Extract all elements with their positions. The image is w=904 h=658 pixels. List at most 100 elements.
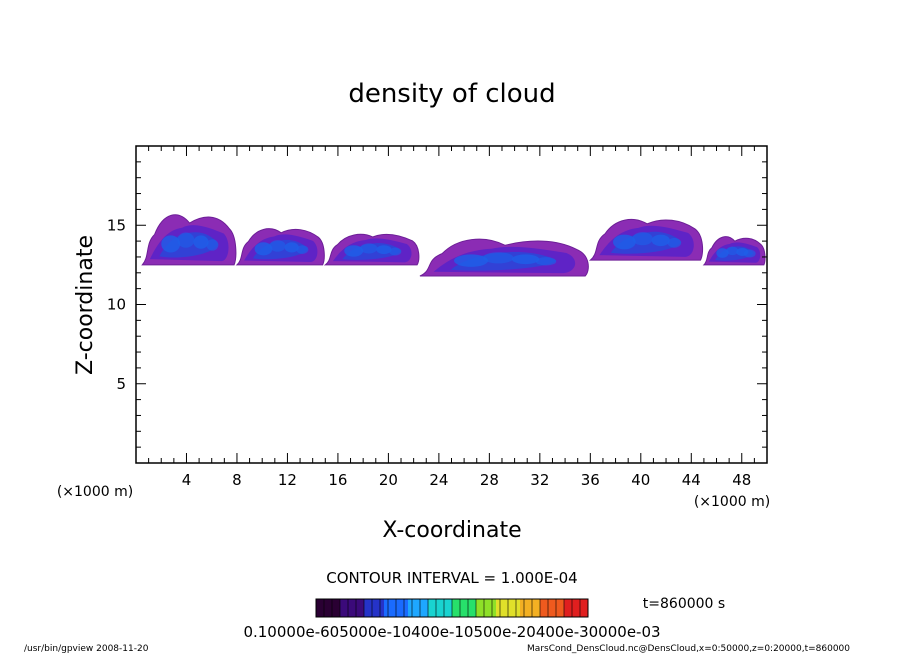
colorbar-stripe — [560, 599, 565, 617]
colorbar-stripe — [540, 599, 545, 617]
cloud-core — [376, 245, 392, 255]
colorbar-stripe — [420, 599, 425, 617]
colorbar-stripe — [316, 599, 321, 617]
y-axis-title: Z-coordinate — [73, 235, 98, 375]
colorbar-stripe — [392, 599, 397, 617]
colorbar-stripe — [584, 599, 589, 617]
colorbar-stripe — [344, 599, 349, 617]
colorbar-stripe — [548, 599, 553, 617]
cloud-core — [511, 254, 540, 265]
x-tick-label: 40 — [631, 471, 650, 489]
cloud-core — [651, 234, 670, 247]
colorbar-stripe — [412, 599, 417, 617]
colorbar-stripe — [336, 599, 341, 617]
colorbar-stripe — [416, 599, 421, 617]
colorbar-stripe — [364, 599, 369, 617]
cloud-core — [254, 242, 273, 256]
x-tick-label: 48 — [732, 471, 751, 489]
colorbar-stripe — [480, 599, 485, 617]
colorbar-stripe — [552, 599, 557, 617]
colorbar-stripe — [372, 599, 377, 617]
colorbar-stripe — [512, 599, 517, 617]
colorbar-stripe — [544, 599, 549, 617]
x-tick-label: 20 — [379, 471, 398, 489]
x-tick-label: 32 — [530, 471, 549, 489]
colorbar-stripe — [424, 599, 429, 617]
colorbar-stripe — [504, 599, 509, 617]
x-tick-label: 24 — [429, 471, 448, 489]
colorbar-stripe — [452, 599, 457, 617]
colorbar-stripe — [468, 599, 473, 617]
colorbar-stripe — [352, 599, 357, 617]
cloud-core — [535, 257, 557, 266]
colorbar-stripe — [448, 599, 453, 617]
cloud-segment — [588, 218, 704, 261]
x-tick-label: 28 — [480, 471, 499, 489]
colorbar-stripe — [380, 599, 385, 617]
cloud-core — [482, 252, 514, 264]
colorbar-stripe — [464, 599, 469, 617]
colorbar-stripe — [388, 599, 393, 617]
cloud-core — [284, 242, 299, 253]
cloud-core — [269, 240, 286, 252]
cloud-core — [716, 248, 729, 258]
colorbar-stripe — [328, 599, 333, 617]
colorbar-stripe — [524, 599, 529, 617]
colorbar-stripe — [520, 599, 525, 617]
cloud-core — [726, 246, 739, 256]
colorbar-stripe — [408, 599, 413, 617]
colorbar-stripe — [324, 599, 329, 617]
x-tick-label: 8 — [232, 471, 242, 489]
colorbar-stripe — [488, 599, 493, 617]
cloud-core — [389, 247, 402, 256]
colorbar-stripe — [356, 599, 361, 617]
cloud-core — [743, 249, 756, 258]
colorbar-stripe — [400, 599, 405, 617]
colorbar-stripe — [340, 599, 345, 617]
colorbar-stripe — [484, 599, 489, 617]
colorbar-stripe — [320, 599, 325, 617]
colorbar-stripe — [568, 599, 573, 617]
y-tick-label: 10 — [107, 296, 126, 314]
colorbar-stripe — [496, 599, 501, 617]
colorbar-stripe — [516, 599, 521, 617]
y-tick-label: 15 — [107, 216, 126, 234]
colorbar-stripe — [428, 599, 433, 617]
colorbar-stripe — [376, 599, 381, 617]
cloud-segment — [141, 214, 237, 266]
cloud-layer — [141, 214, 766, 277]
colorbar-stripe — [500, 599, 505, 617]
cloud-core — [177, 232, 195, 248]
cloud-core — [161, 235, 181, 253]
colorbar-stripe — [508, 599, 513, 617]
x-tick-label: 36 — [581, 471, 600, 489]
cloud-segment — [702, 236, 766, 266]
contour-interval-label: CONTOUR INTERVAL = 1.000E-04 — [326, 569, 577, 587]
colorbar-stripe — [432, 599, 437, 617]
cloud-core — [454, 254, 489, 267]
x-tick-label: 44 — [682, 471, 701, 489]
colorbar-stripe — [404, 599, 409, 617]
colorbar-stripe — [572, 599, 577, 617]
colorbar-stripe — [476, 599, 481, 617]
cloud-core — [613, 234, 636, 250]
colorbar-stripe — [368, 599, 373, 617]
colorbar — [315, 599, 589, 617]
colorbar-stripe — [528, 599, 533, 617]
colorbar-frame — [315, 598, 589, 618]
x-tick-label: 16 — [328, 471, 347, 489]
cloud-core — [360, 243, 378, 254]
cloud-core — [667, 237, 682, 248]
colorbar-stripe — [532, 599, 537, 617]
cloud-segment — [419, 238, 589, 277]
colorbar-stripe — [348, 599, 353, 617]
colorbar-stripe — [456, 599, 461, 617]
colorbar-stripe — [360, 599, 365, 617]
footer-right: MarsCond_DensCloud.nc@DensCloud,x=0:5000… — [527, 644, 850, 654]
colorbar-stripe — [472, 599, 477, 617]
time-label: t=860000 s — [643, 596, 725, 612]
x-axis-title: X-coordinate — [382, 518, 521, 543]
cloud-segment — [235, 228, 325, 266]
